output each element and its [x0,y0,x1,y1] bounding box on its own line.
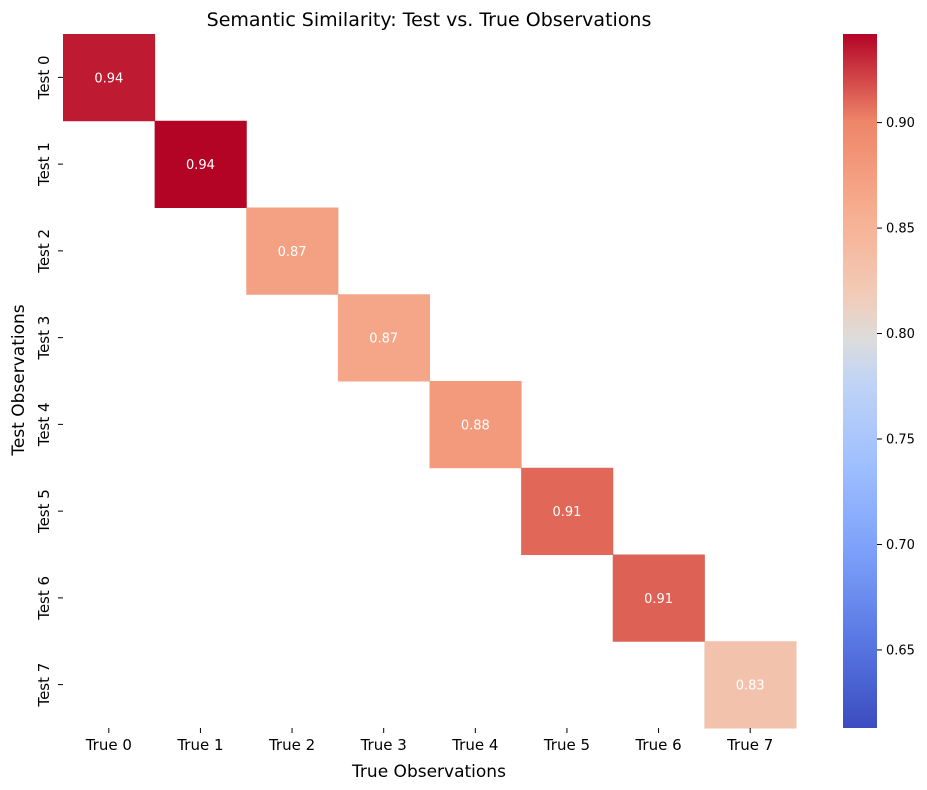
cell-value-label-5-5: 0.91 [552,505,581,520]
x-tick-label-1: True 1 [176,736,223,754]
x-tick-label-4: True 4 [451,736,498,754]
cell-value-label-0-0: 0.94 [94,71,123,86]
x-tick-label-7: True 7 [726,736,773,754]
heatmap-cell-7-7 [704,641,797,729]
x-axis-ticks: True 0 True 1 True 2 True 3 True 4 True 5 True… [85,728,773,754]
heatmap-cell-4-4 [429,381,522,469]
colorbar-tick-label-4: 0.85 [886,222,915,237]
heatmap-cell-3-3 [337,294,430,382]
colorbar-tick-label-5: 0.90 [886,116,915,131]
heatmap-cells: 0.94 0.94 0.87 0.87 0.88 0.91 0.91 0.83 [63,34,797,729]
colorbar [843,34,877,728]
y-tick-label-6: Test 6 [35,576,53,621]
cell-value-label-2-2: 0.87 [278,245,307,260]
cell-value-label-6-6: 0.91 [644,592,673,607]
chart-title: Semantic Similarity: Test vs. True Obser… [207,9,652,31]
heatmap-cell-5-5 [521,467,614,555]
y-tick-label-3: Test 3 [35,316,53,361]
x-tick-label-5: True 5 [543,736,590,754]
x-tick-label-3: True 3 [360,736,407,754]
y-tick-label-7: Test 7 [35,663,53,708]
heatmap-cell-6-6 [612,554,705,642]
heatmap-cell-0-0 [63,34,156,122]
cell-value-label-7-7: 0.83 [736,679,765,694]
x-tick-label-0: True 0 [85,736,132,754]
colorbar-tick-label-3: 0.80 [886,327,915,342]
colorbar-ticks: 0.65 0.70 0.75 0.80 0.85 0.90 [877,116,915,658]
cell-value-label-1-1: 0.94 [186,158,215,173]
colorbar-tick-label-2: 0.75 [886,433,915,448]
heatmap-cell-2-2 [246,207,339,295]
y-axis-label: Test Observations [9,304,29,456]
y-tick-label-1: Test 1 [35,142,53,187]
cell-value-label-3-3: 0.87 [369,332,398,347]
colorbar-tick-label-0: 0.65 [886,643,915,658]
y-tick-label-5: Test 5 [35,489,53,534]
heatmap-cell-1-1 [154,120,247,208]
y-tick-label-0: Test 0 [35,55,53,100]
colorbar-tick-label-1: 0.70 [886,538,915,553]
y-axis-ticks: Test 0 Test 1 Test 2 Test 3 Test 4 Test 5 Test… [35,55,63,708]
cell-value-label-4-4: 0.88 [461,418,490,433]
x-axis-label: True Observations [351,762,506,782]
x-tick-label-2: True 2 [268,736,315,754]
y-tick-label-2: Test 2 [35,229,53,274]
x-tick-label-6: True 6 [634,736,681,754]
y-tick-label-4: Test 4 [35,402,53,447]
